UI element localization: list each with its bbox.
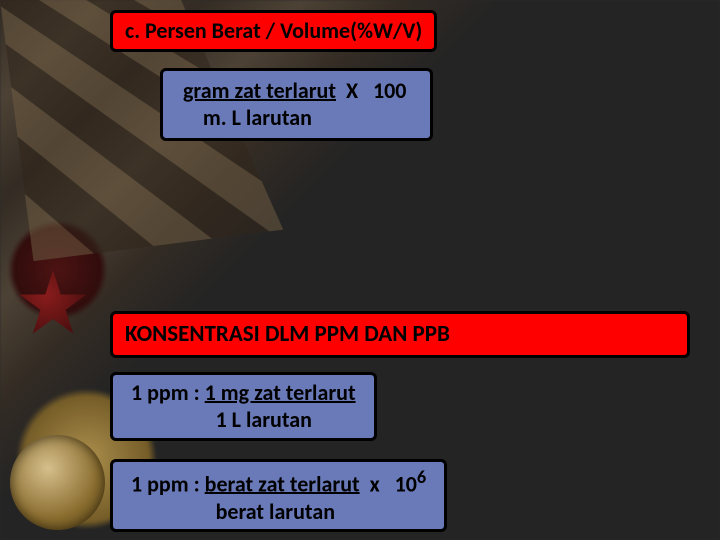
formula-ppm-mg: 1 ppm : 1 mg zat terlarut 1 L larutan	[110, 372, 377, 441]
formula-ppm-weight-prefix: 1 ppm :	[131, 470, 205, 497]
spacer	[110, 141, 690, 311]
section-title-ppm-text: KONSENTRASI DLM PPM DAN PPB	[125, 320, 450, 348]
section-title-wv: c. Persen Berat / Volume(%W/V)	[110, 10, 437, 52]
formula-wv-denominator: m. L larutan	[203, 104, 312, 131]
formula-ppm-mg-line2: 1 L larutan	[131, 406, 356, 434]
formula-ppm-weight-exponent: 6	[417, 466, 426, 488]
formula-wv-numerator: gram zat terlarut	[183, 77, 336, 104]
section-title-wv-text: c. Persen Berat / Volume(%W/V)	[125, 17, 422, 44]
formula-ppm-weight-denominator: berat larutan	[216, 498, 335, 525]
formula-wv-multiplier: X 100	[336, 77, 406, 104]
background-compass	[10, 435, 105, 530]
formula-wv: gram zat terlarut X 100 m. L larutan	[160, 68, 433, 141]
formula-wv-line1: gram zat terlarut X 100	[183, 77, 406, 105]
formula-ppm-mg-prefix: 1 ppm :	[131, 379, 205, 406]
formula-ppm-weight-numerator: berat zat terlarut	[205, 470, 360, 497]
section-title-ppm: KONSENTRASI DLM PPM DAN PPB	[110, 311, 690, 358]
formula-ppm-weight-line2: berat larutan	[131, 498, 426, 526]
formula-ppm-weight-mult: x 10	[360, 470, 417, 497]
formula-ppm-mg-numerator: 1 mg zat terlarut	[205, 379, 356, 406]
formula-ppm-weight-line1: 1 ppm : berat zat terlarut x 106	[131, 466, 426, 498]
slide-content: c. Persen Berat / Volume(%W/V) gram zat …	[110, 8, 690, 532]
formula-ppm-mg-line1: 1 ppm : 1 mg zat terlarut	[131, 379, 356, 407]
formula-ppm-mg-denominator: 1 L larutan	[216, 406, 312, 433]
formula-ppm-weight: 1 ppm : berat zat terlarut x 106 berat l…	[110, 459, 447, 532]
formula-wv-line2: m. L larutan	[183, 104, 406, 132]
